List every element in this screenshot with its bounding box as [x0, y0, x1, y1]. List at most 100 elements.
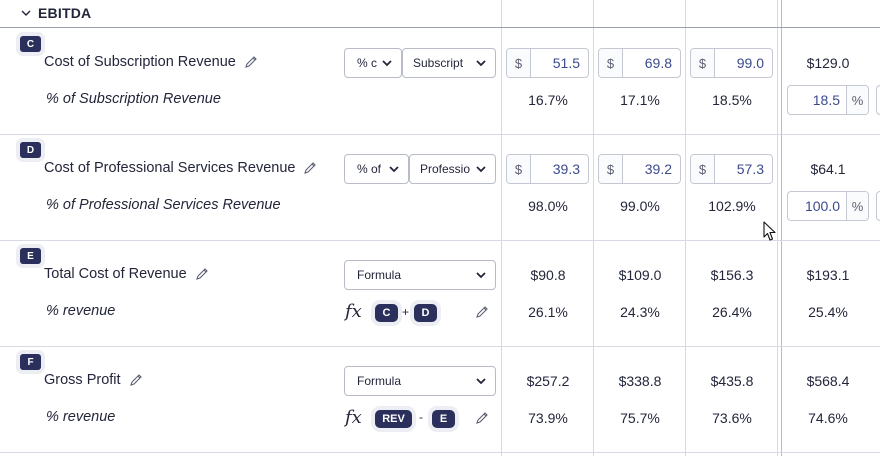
percent-unit: %	[846, 86, 868, 114]
column-divider	[593, 0, 594, 456]
caret-down-icon	[476, 166, 486, 173]
caret-down-icon	[476, 272, 486, 279]
percent-cell: 26.1%	[528, 304, 568, 320]
row-sub-label: % of Professional Services Revenue	[46, 197, 281, 213]
caret-down-icon	[382, 60, 392, 67]
driver-select[interactable]: Professio	[409, 154, 496, 184]
input-value: 39.2	[644, 161, 672, 177]
percent-cell: 18.5%	[712, 92, 752, 108]
formula-fx-icon: fx	[345, 407, 362, 428]
next-column-input[interactable]	[876, 85, 880, 115]
formula-ref-pill[interactable]: E	[432, 410, 455, 428]
percent-input[interactable]: 100.0 %	[787, 191, 869, 221]
value-cell: $338.8	[618, 373, 662, 389]
percent-cell: 98.0%	[528, 198, 568, 214]
percent-cell: 99.0%	[620, 198, 660, 214]
value-input[interactable]: $ 57.3	[690, 154, 773, 184]
percent-cell: 16.7%	[528, 92, 568, 108]
method-select[interactable]: Formula	[344, 260, 496, 290]
value-cell: $435.8	[710, 373, 754, 389]
row-divider	[0, 452, 880, 453]
value-input[interactable]: $ 39.2	[598, 154, 681, 184]
row-sub-label: % of Subscription Revenue	[46, 91, 221, 107]
value-cell: $193.1	[806, 267, 850, 283]
value-cell: $129.0	[806, 55, 850, 71]
row-badge: F	[20, 354, 41, 370]
formula-ref-pill[interactable]: REV	[375, 410, 412, 428]
percent-cell: 17.1%	[620, 92, 660, 108]
method-select[interactable]: Formula	[344, 366, 496, 396]
row-label: Total Cost of Revenue	[44, 266, 209, 282]
row-badge: E	[20, 248, 41, 264]
value-cell: $90.8	[530, 267, 566, 283]
column-divider	[501, 0, 502, 456]
value-cell: $257.2	[526, 373, 570, 389]
row-divider	[0, 346, 880, 347]
row-label: Cost of Professional Services Revenue	[44, 160, 317, 176]
currency-symbol: $	[507, 49, 531, 77]
formula-ref-pill[interactable]: D	[414, 304, 437, 322]
driver-select-value: Subscript	[413, 56, 464, 70]
row-divider	[0, 134, 880, 135]
method-select[interactable]: % c	[344, 48, 402, 78]
percent-cell: 26.4%	[712, 304, 752, 320]
column-divider	[685, 0, 686, 456]
value-cell: $156.3	[710, 267, 754, 283]
row-badge: D	[20, 142, 41, 158]
currency-symbol: $	[507, 155, 531, 183]
percent-cell: 75.7%	[620, 410, 660, 426]
section-header-ebitda[interactable]: EBITDA	[20, 3, 91, 23]
pencil-icon[interactable]	[195, 267, 209, 281]
chevron-down-icon	[21, 10, 31, 16]
section-title: EBITDA	[38, 5, 92, 21]
value-input[interactable]: $ 99.0	[690, 48, 773, 78]
percent-input[interactable]: 18.5 %	[787, 85, 869, 115]
row-sub-label: % revenue	[46, 409, 116, 425]
percent-cell: 73.6%	[712, 410, 752, 426]
caret-down-icon	[389, 166, 399, 173]
currency-symbol: $	[691, 49, 715, 77]
row-badge: C	[20, 36, 41, 52]
row-label-text: Total Cost of Revenue	[44, 266, 187, 282]
formula-operator: +	[402, 305, 410, 319]
value-cell: $568.4	[806, 373, 850, 389]
row-sub-label: % revenue	[46, 303, 116, 319]
row-label-text: Cost of Professional Services Revenue	[44, 160, 296, 176]
driver-select[interactable]: Subscript	[402, 48, 496, 78]
currency-symbol: $	[599, 49, 623, 77]
value-cell: $64.1	[810, 161, 846, 177]
value-input[interactable]: $ 69.8	[598, 48, 681, 78]
pencil-icon[interactable]	[129, 373, 143, 387]
value-input[interactable]: $ 39.3	[506, 154, 589, 184]
next-column-input[interactable]	[876, 191, 880, 221]
method-select-value: Formula	[357, 374, 402, 388]
row-label: Cost of Subscription Revenue	[44, 54, 258, 70]
pencil-icon[interactable]	[475, 305, 489, 319]
formula-ref-pill[interactable]: C	[375, 304, 398, 322]
value-input[interactable]: $ 51.5	[506, 48, 589, 78]
driver-select-value: Professio	[420, 162, 471, 176]
percent-input-value: 18.5	[812, 92, 840, 108]
caret-down-icon	[476, 60, 486, 67]
pencil-icon[interactable]	[475, 411, 489, 425]
formula-fx-icon: fx	[345, 301, 362, 322]
formula-operator: -	[419, 410, 423, 424]
row-label-text: Cost of Subscription Revenue	[44, 54, 236, 70]
row-divider	[0, 240, 880, 241]
currency-symbol: $	[691, 155, 715, 183]
current-period-divider	[781, 0, 782, 456]
percent-cell: 24.3%	[620, 304, 660, 320]
percent-cell: 74.6%	[808, 410, 848, 426]
input-value: 99.0	[736, 55, 764, 71]
input-value: 39.3	[552, 161, 580, 177]
pencil-icon[interactable]	[303, 161, 317, 175]
input-value: 57.3	[736, 161, 764, 177]
row-label-text: Gross Profit	[44, 372, 121, 388]
pencil-icon[interactable]	[244, 55, 258, 69]
method-select[interactable]: % of	[344, 154, 409, 184]
caret-down-icon	[476, 378, 486, 385]
percent-cell: 25.4%	[808, 304, 848, 320]
percent-input-value: 100.0	[804, 198, 840, 214]
mouse-cursor-icon	[763, 221, 776, 241]
method-select-value: % of	[357, 162, 382, 176]
